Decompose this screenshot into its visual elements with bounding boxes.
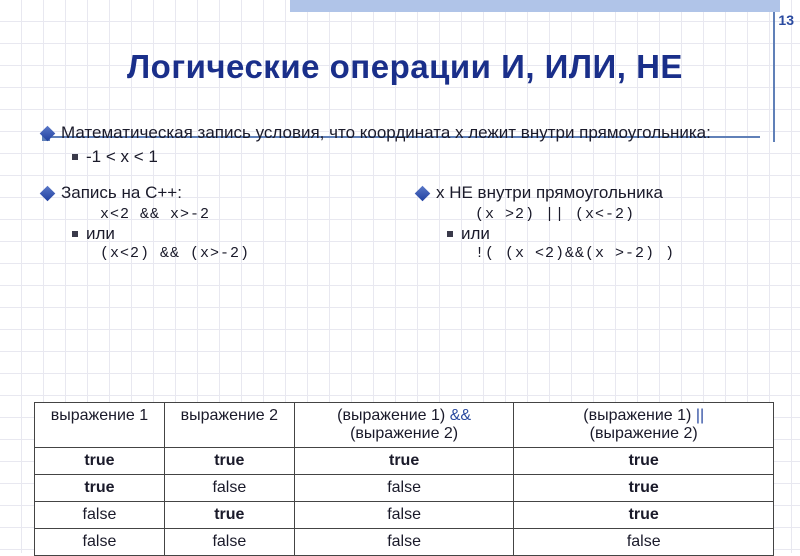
vertical-rule	[773, 12, 775, 142]
content-area: Математическая запись условия, что коорд…	[42, 122, 772, 262]
bullet-1-sub: -1 < x < 1	[72, 146, 772, 168]
truth-table: выражение 1 выражение 2 (выражение 1) &&…	[34, 402, 774, 556]
table-cell: true	[164, 448, 294, 475]
table-body: truetruetruetruetruefalsefalsetruefalset…	[35, 448, 774, 556]
bullet-3-or: или	[447, 223, 772, 245]
table-row: falsetruefalsetrue	[35, 502, 774, 529]
two-column-row: Запись на С++: x<2 && x>-2 или (x<2) && …	[42, 182, 772, 262]
code-line-3: (x >2) || (x<-2)	[475, 206, 772, 223]
table-cell: true	[514, 502, 774, 529]
th-expr1: выражение 1	[35, 403, 165, 448]
table-cell: false	[514, 529, 774, 556]
table-cell: true	[514, 448, 774, 475]
top-strip	[290, 0, 780, 12]
bullet-2-text: Запись на С++:	[61, 182, 182, 204]
diamond-icon	[415, 186, 431, 202]
page-number: 13	[778, 12, 794, 28]
table-cell: false	[294, 475, 514, 502]
bullet-1-text: Математическая запись условия, что коорд…	[61, 122, 711, 144]
bullet-1: Математическая запись условия, что коорд…	[42, 122, 772, 144]
table-row: falsefalsefalsefalse	[35, 529, 774, 556]
right-column: x НЕ внутри прямоугольника (x >2) || (x<…	[417, 182, 772, 262]
square-icon	[447, 231, 453, 237]
bullet-2: Запись на С++:	[42, 182, 397, 204]
square-icon	[72, 231, 78, 237]
table-header-row: выражение 1 выражение 2 (выражение 1) &&…	[35, 403, 774, 448]
table-cell: false	[164, 529, 294, 556]
diamond-icon	[40, 186, 56, 202]
table-cell: true	[35, 475, 165, 502]
left-column: Запись на С++: x<2 && x>-2 или (x<2) && …	[42, 182, 397, 262]
table-cell: false	[294, 502, 514, 529]
bullet-3: x НЕ внутри прямоугольника	[417, 182, 772, 204]
table-cell: true	[35, 448, 165, 475]
table-cell: true	[514, 475, 774, 502]
table-cell: true	[164, 502, 294, 529]
bullet-3-text: x НЕ внутри прямоугольника	[436, 182, 663, 204]
th-or: (выражение 1) || (выражение 2)	[514, 403, 774, 448]
code-line-4: !( (x <2)&&(x >-2) )	[475, 245, 772, 262]
or-text-2: или	[461, 223, 490, 245]
th-and: (выражение 1) && (выражение 2)	[294, 403, 514, 448]
diamond-icon	[40, 126, 56, 142]
table-row: truetruetruetrue	[35, 448, 774, 475]
bullet-1-sub-text: -1 < x < 1	[86, 146, 158, 168]
table-cell: false	[35, 502, 165, 529]
code-line-1: x<2 && x>-2	[100, 206, 397, 223]
table-row: truefalsefalsetrue	[35, 475, 774, 502]
table-cell: false	[35, 529, 165, 556]
or-text: или	[86, 223, 115, 245]
code-line-2: (x<2) && (x>-2)	[100, 245, 397, 262]
table-cell: true	[294, 448, 514, 475]
bullet-2-or: или	[72, 223, 397, 245]
table-cell: false	[164, 475, 294, 502]
page-title: Логические операции И, ИЛИ, НЕ	[50, 48, 760, 86]
th-expr2: выражение 2	[164, 403, 294, 448]
square-icon	[72, 154, 78, 160]
table-cell: false	[294, 529, 514, 556]
